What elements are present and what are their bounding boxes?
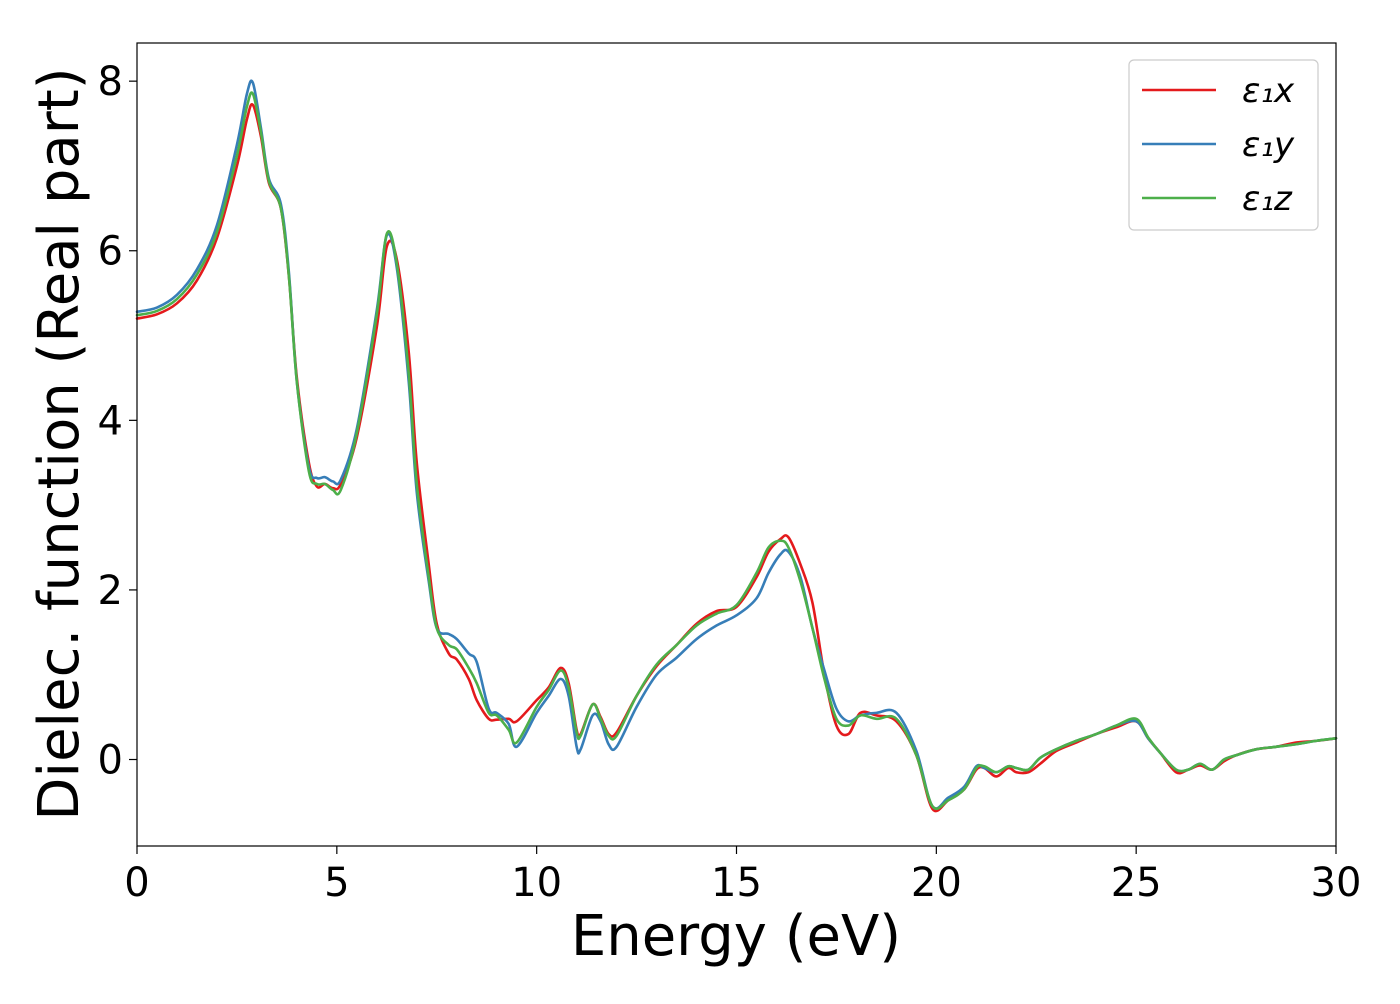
- x-tick-label: 10: [511, 860, 562, 906]
- series-line-3: [135, 91, 1338, 811]
- x-tick-label: 25: [1111, 860, 1162, 906]
- x-axis-title: Energy (eV): [571, 904, 901, 969]
- x-axis-ticks: 0 5 10 15 20 25 30: [124, 846, 1361, 906]
- x-tick-label: 15: [711, 860, 762, 906]
- x-tick-label: 20: [911, 860, 962, 906]
- x-tick-label: 30: [1311, 860, 1362, 906]
- legend-box: [1128, 59, 1319, 231]
- y-axis-ticks: 0 2 4 6 8: [98, 59, 137, 784]
- legend-label-1: ε₁x: [1242, 71, 1295, 111]
- series-layer: [135, 79, 1338, 813]
- legend: ε₁x ε₁y ε₁z: [1128, 59, 1319, 231]
- x-tick-label: 0: [124, 860, 149, 906]
- y-tick-label: 0: [98, 738, 123, 784]
- legend-label-3: ε₁z: [1242, 179, 1293, 219]
- legend-label-2: ε₁y: [1242, 125, 1295, 165]
- y-tick-label: 8: [98, 59, 123, 105]
- y-axis-title: Dielec. function (Real part): [27, 67, 92, 820]
- y-tick-label: 6: [98, 229, 123, 275]
- y-tick-label: 2: [98, 568, 123, 614]
- y-tick-label: 4: [98, 398, 123, 444]
- x-tick-label: 5: [324, 860, 349, 906]
